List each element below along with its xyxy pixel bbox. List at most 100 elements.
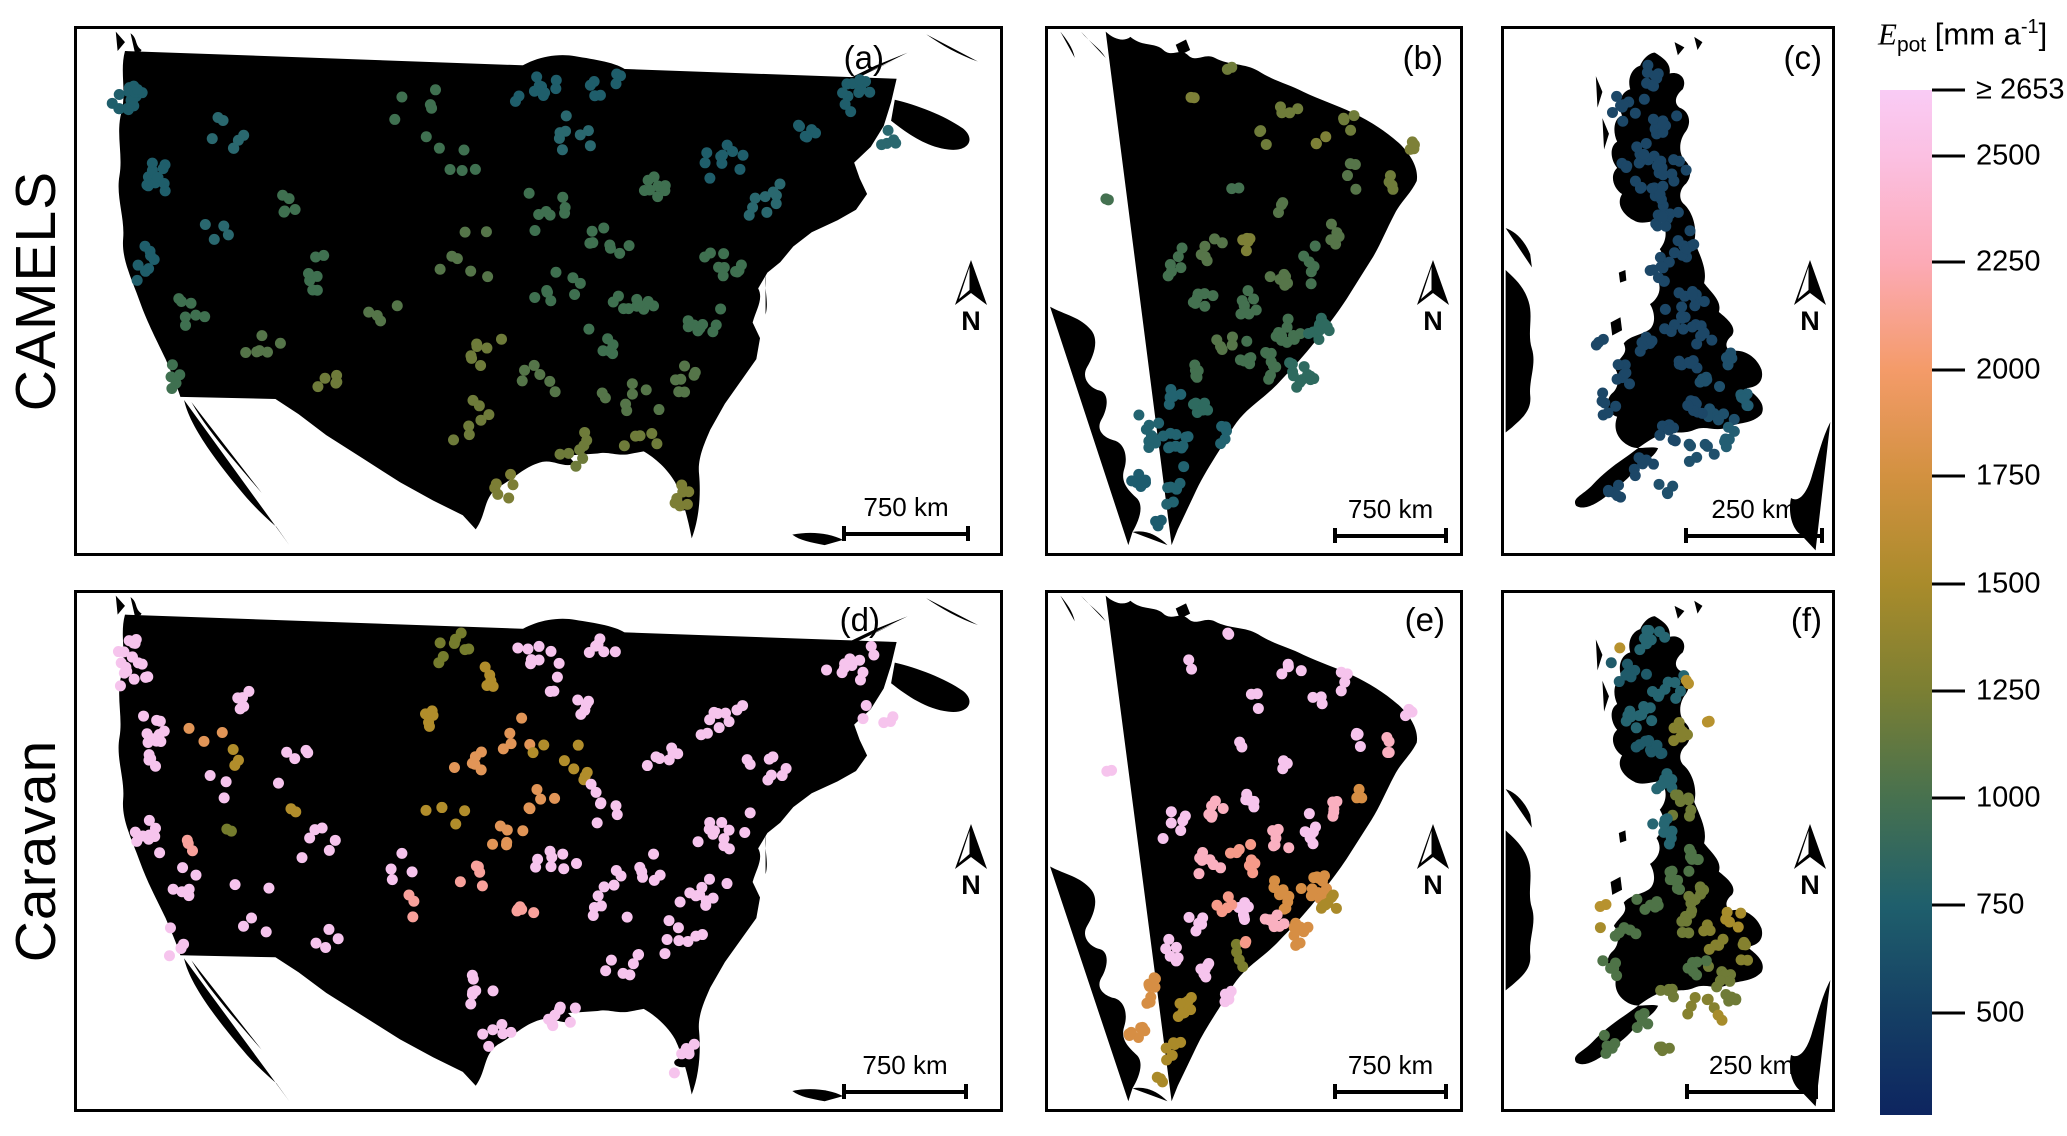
gauge-dot xyxy=(1199,300,1211,312)
gauge-dot xyxy=(217,114,229,126)
gauge-dot xyxy=(1671,110,1683,122)
gauge-dot xyxy=(531,783,543,795)
gauge-dot xyxy=(122,104,134,116)
gauge-dot xyxy=(476,880,488,892)
gauge-dot xyxy=(1179,810,1191,822)
gauge-dot xyxy=(1381,731,1393,743)
gauge-dot xyxy=(154,847,166,859)
colorbar: ≥ 2653 2500 2250 2000 1750 1500 1250 1000 750 500 xyxy=(1880,74,2065,1115)
scale-bar: 750 km xyxy=(1333,494,1448,543)
gauge-dot xyxy=(1167,496,1179,508)
gauge-dot xyxy=(505,1026,517,1038)
gauge-dot xyxy=(1271,909,1283,921)
gauge-dot xyxy=(1657,169,1669,181)
gauge-dot xyxy=(1638,93,1650,105)
row-label-caravan: Caravan xyxy=(4,739,68,963)
gauge-dot xyxy=(697,318,709,330)
unit-close: ] xyxy=(2038,16,2048,52)
gauge-dot xyxy=(1172,952,1184,964)
gauge-dot xyxy=(310,937,322,949)
gauge-dot xyxy=(1698,374,1710,386)
colorbar-title: Epot [mm a-1] xyxy=(1878,16,2047,58)
gauge-dot xyxy=(692,836,704,848)
gauge-dot xyxy=(1176,442,1188,454)
gauge-dot xyxy=(1274,101,1286,113)
gauge-dot xyxy=(1283,842,1295,854)
gauge-dot xyxy=(263,882,275,894)
gauge-dot xyxy=(137,830,149,842)
gauge-dot xyxy=(1724,349,1736,361)
gauge-dot xyxy=(472,861,484,873)
gauge-dot xyxy=(132,259,144,271)
gauge-dot xyxy=(289,753,301,765)
gauge-dot xyxy=(1645,634,1657,646)
gauge-dot xyxy=(281,746,293,758)
gauge-dot xyxy=(1710,939,1722,951)
gauge-dot xyxy=(1226,61,1238,73)
scale-bar-line xyxy=(1333,528,1448,543)
gauge-dot xyxy=(1676,301,1688,313)
gauge-dot xyxy=(1728,413,1740,425)
gauge-dot xyxy=(598,222,610,234)
gauge-dot xyxy=(602,333,614,345)
gauge-dot xyxy=(1647,818,1659,830)
gauge-dot xyxy=(1684,225,1696,237)
gauge-dot xyxy=(572,694,584,706)
gauge-dot xyxy=(1348,110,1360,122)
gauge-dot xyxy=(1659,303,1671,315)
gauge-dot xyxy=(1649,70,1661,82)
gauge-dot xyxy=(246,912,258,924)
colorbar-gradient xyxy=(1880,90,1932,1115)
gauge-dot xyxy=(1249,857,1261,869)
gauge-dot xyxy=(1331,795,1343,807)
scale-bar-label: 750 km xyxy=(1347,1050,1434,1080)
gauge-dot xyxy=(1155,1073,1167,1085)
gauge-dot xyxy=(640,384,652,396)
gauge-dot xyxy=(448,637,460,649)
scale-bar: 750 km xyxy=(842,492,970,541)
gauge-dot xyxy=(564,1016,576,1028)
gauge-dot xyxy=(1594,901,1606,913)
gauge-dot xyxy=(186,845,198,857)
gauge-dot xyxy=(1183,654,1195,666)
gauge-dot xyxy=(1674,685,1686,697)
gauge-dot xyxy=(1635,181,1647,193)
gauge-dot xyxy=(1618,922,1630,934)
gauge-dot xyxy=(864,86,876,98)
gauge-dot xyxy=(183,883,195,895)
gauge-dot xyxy=(598,881,610,893)
gauge-dot xyxy=(763,753,775,765)
gauge-dot xyxy=(801,131,813,143)
gauge-dot xyxy=(1344,158,1356,170)
gauge-dot xyxy=(237,692,249,704)
gauge-dot xyxy=(569,1002,581,1014)
gauge-dot xyxy=(1275,199,1287,211)
north-arrow: N xyxy=(1413,259,1453,335)
gauge-dot xyxy=(1621,658,1633,670)
gauge-dot xyxy=(646,427,658,439)
gauge-dot xyxy=(699,157,711,169)
gauge-dot xyxy=(1248,795,1260,807)
gauge-dot xyxy=(582,695,594,707)
gauge-dot xyxy=(1143,442,1155,454)
north-label: N xyxy=(1423,306,1443,336)
gauge-dot xyxy=(1295,665,1307,677)
gauge-dot xyxy=(1302,921,1314,933)
gauge-dot xyxy=(1345,124,1357,136)
gauge-dot xyxy=(598,646,610,658)
gauge-dot xyxy=(821,664,833,676)
gauge-dot xyxy=(1655,748,1667,760)
north-label: N xyxy=(1800,870,1820,900)
gauge-dot xyxy=(1145,991,1157,1003)
gauge-dot xyxy=(1668,154,1680,166)
gauge-dot xyxy=(167,883,179,895)
gauge-dot xyxy=(1687,966,1699,978)
gauge-dot xyxy=(1673,355,1685,367)
gauge-dot xyxy=(1165,817,1177,829)
gauge-dot xyxy=(651,438,663,450)
gauge-dot xyxy=(567,272,579,284)
gauge-dot xyxy=(1170,941,1182,953)
gauge-dot xyxy=(1663,424,1675,436)
gauge-dot xyxy=(1165,806,1177,818)
gauge-dot xyxy=(1330,902,1342,914)
